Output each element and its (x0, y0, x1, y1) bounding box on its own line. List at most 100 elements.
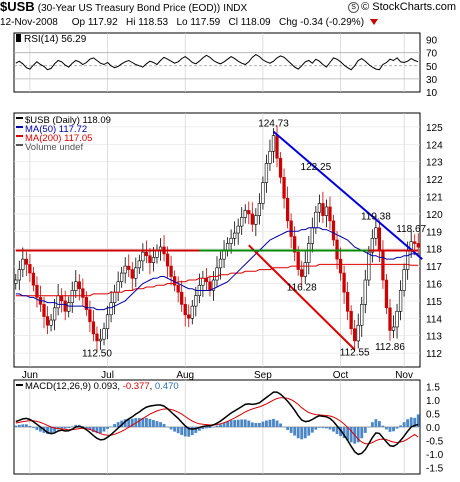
candle-body (317, 203, 322, 213)
swing-label: 112.55 (340, 348, 370, 359)
swing-label: 118.67 (396, 224, 426, 235)
macd-hist-bar (413, 417, 417, 427)
macd-hist-bar (24, 424, 28, 427)
candle-body (91, 321, 96, 335)
price-tick-label: 122 (426, 175, 443, 186)
macd-hist-bar (272, 418, 275, 427)
ticker-symbol: $USB (0, 0, 35, 14)
trendline (248, 244, 356, 351)
rsi-tick-label: 30 (426, 75, 438, 86)
candle-body (183, 304, 187, 316)
candle-body (278, 157, 283, 178)
candle-body (324, 206, 329, 216)
macd-hist-bar (409, 417, 413, 427)
price-panel: 125 124 123 122 121 120 119 118 117 116 115 114 113 1… (13, 112, 443, 381)
candle-body (201, 277, 205, 286)
macd-hist-bar (377, 421, 381, 427)
candle-body (95, 333, 99, 342)
candle-body (63, 300, 67, 312)
candle-body (345, 291, 350, 312)
candle-body (381, 250, 385, 281)
candle-body (388, 307, 392, 331)
candle-body (105, 314, 110, 330)
macd-hist-bar (261, 421, 265, 427)
macd-hist-bar (166, 426, 169, 428)
macd-hist-bar (176, 427, 180, 434)
macd-hist-bar (197, 427, 201, 431)
macd-hist-bar (222, 422, 226, 427)
macd-legend-signal: -0.377 (123, 381, 150, 392)
macd-hist-bar (109, 426, 113, 427)
macd-hist-bar (95, 427, 99, 434)
candle-body (130, 269, 134, 279)
candle-body (264, 163, 269, 183)
candle-body (240, 217, 244, 227)
month-label: Nov (395, 370, 413, 381)
month-label: Sep (254, 370, 272, 381)
stockcharts-logo-icon: S (348, 2, 360, 13)
candle-body (112, 291, 117, 303)
macd-hist-bar (159, 422, 162, 427)
macd-hist-bar (236, 419, 240, 427)
candle-body (285, 197, 290, 222)
candle-body (413, 241, 417, 244)
macd-hist-bar (325, 427, 328, 429)
macd-hist-bar (208, 427, 212, 429)
candle-body (28, 264, 32, 274)
macd-hist-bar (201, 427, 205, 430)
macd-hist-bar (385, 427, 388, 430)
rsi-tick-label: 10 (426, 88, 438, 99)
price-tick-label: 123 (426, 158, 443, 169)
quote-open: Op 117.92 (71, 17, 118, 28)
down-arrow-icon (369, 19, 378, 26)
macd-hist-bar (321, 427, 325, 429)
macd-hist-bar (120, 420, 124, 427)
macd-hist-bar (399, 425, 402, 427)
candle-body (356, 324, 360, 342)
macd-legend: MACD(12,26,9) 0.093, -0.377, 0.470 (25, 381, 179, 392)
candle-body (151, 257, 156, 263)
candle-body (165, 253, 170, 267)
macd-hist-bar (106, 427, 109, 429)
macd-hist-bar (349, 427, 353, 443)
rsi-legend: RSI(14) 56.29 (24, 34, 87, 45)
candle-body (328, 206, 332, 222)
price-legend-swatch (16, 126, 23, 128)
macd-hist-bar (14, 425, 18, 427)
candle-body (134, 267, 138, 279)
macd-hist-bar (254, 422, 258, 427)
brand-label[interactable]: S © StockCharts.com (348, 1, 456, 13)
price-tick-label: 124 (426, 140, 443, 151)
swing-label: 112.86 (375, 342, 405, 353)
price-tick-label: 117 (426, 262, 442, 273)
candle-body (360, 304, 364, 326)
macd-hist-bar (92, 427, 95, 433)
candle-body (271, 135, 276, 152)
candle-body (236, 225, 240, 234)
macd-hist-bar (367, 427, 371, 428)
macd-hist-bar (116, 422, 120, 427)
price-legend-swatch (16, 117, 23, 119)
candle-body (406, 250, 410, 270)
candle-body (144, 251, 149, 256)
price-legend-entry: $USB (Daily) 118.09 (25, 115, 111, 126)
candle-body (60, 295, 64, 302)
macd-hist-bar (332, 427, 335, 432)
quote-low: Lo 117.59 (176, 17, 221, 28)
candle-body (370, 237, 374, 253)
macd-hist-bar (35, 427, 39, 430)
candle-body (229, 237, 233, 244)
candle-body (74, 281, 78, 291)
title-row: $USB (30-Year US Treasury Bond Price (EO… (0, 0, 460, 14)
month-label: Oct (333, 370, 349, 381)
candle-body (141, 251, 145, 262)
macd-hist-bar (406, 419, 410, 427)
quote-row: 12-Nov-2008 Op 117.92 Hi 118.53 Lo 117.5… (0, 17, 460, 29)
month-label: Aug (176, 370, 194, 381)
price-tick-label: 118 (426, 245, 442, 256)
macd-hist-bar (63, 427, 67, 429)
candle-body (222, 250, 226, 260)
macd-tick-label: 0.5 (426, 410, 440, 421)
macd-hist-bar (49, 427, 53, 434)
